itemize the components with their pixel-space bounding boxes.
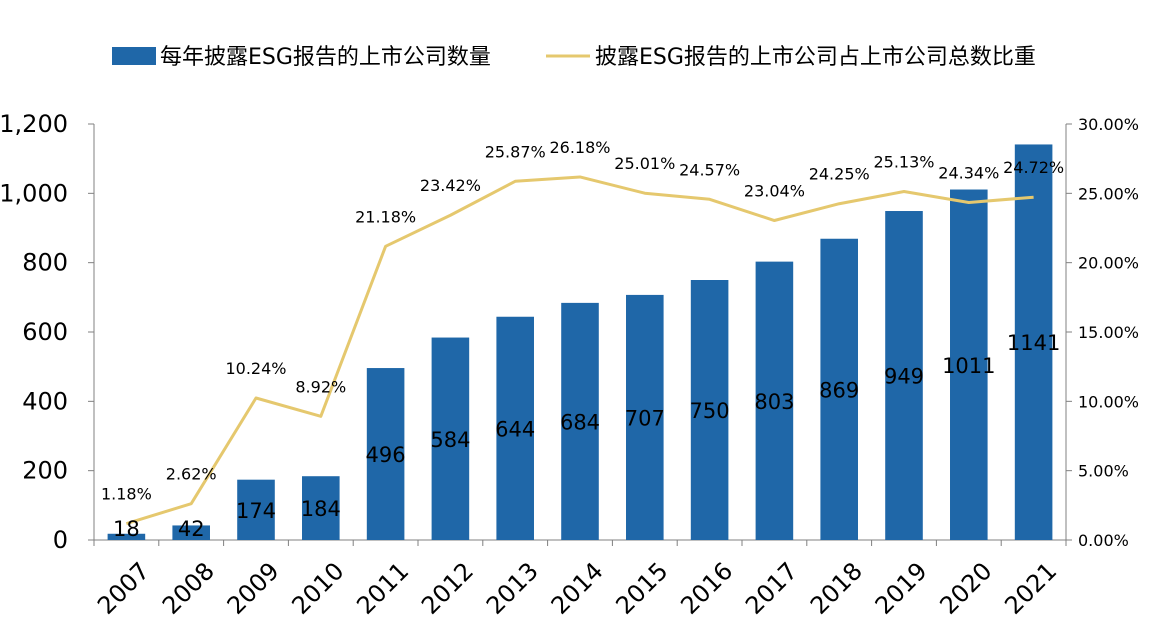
bar-value-label: 42	[178, 517, 205, 541]
line-value-label: 24.25%	[809, 165, 870, 184]
legend-bar-label: 每年披露ESG报告的上市公司数量	[160, 45, 491, 70]
bar	[626, 294, 664, 540]
x-tick-label: 2012	[416, 557, 479, 620]
left-tick-label: 1,200	[0, 110, 68, 138]
bar	[1014, 144, 1053, 540]
line-value-label: 24.34%	[938, 163, 999, 182]
bar-value-label: 1141	[1007, 331, 1060, 355]
line-value-label: 25.13%	[873, 153, 934, 172]
line-value-label: 26.18%	[549, 138, 610, 157]
bars-series	[107, 144, 1053, 540]
left-tick-label: 0	[53, 526, 68, 554]
right-tick-label: 10.00%	[1078, 392, 1139, 411]
line-value-label: 24.57%	[679, 160, 740, 179]
bar	[950, 189, 988, 540]
left-tick-label: 800	[22, 249, 68, 277]
left-tick-label: 1,000	[0, 179, 68, 207]
x-tick-label: 2007	[92, 557, 155, 620]
bar-value-label: 684	[560, 410, 600, 434]
bar	[561, 302, 599, 540]
bar	[496, 316, 534, 540]
right-tick-label: 0.00%	[1078, 531, 1129, 550]
bar	[690, 280, 729, 540]
bar	[755, 261, 794, 540]
bar-value-label: 1011	[942, 354, 995, 378]
right-tick-label: 20.00%	[1078, 254, 1139, 273]
bar-value-label: 18	[113, 517, 140, 541]
left-tick-label: 400	[22, 387, 68, 415]
line-series	[125, 175, 1034, 526]
x-tick-label: 2015	[610, 557, 673, 620]
legend-line-label: 披露ESG报告的上市公司占上市公司总数比重	[595, 45, 1036, 70]
x-tick-label: 2010	[286, 557, 349, 620]
x-tick-label: 2008	[157, 557, 220, 620]
bar-value-label: 644	[495, 417, 535, 441]
line-value-label: 24.72%	[1003, 158, 1064, 177]
line-value-label: 25.87%	[485, 142, 546, 161]
bar-value-label: 584	[430, 428, 470, 452]
right-tick-label: 25.00%	[1078, 184, 1139, 203]
x-tick-label: 2013	[481, 557, 544, 620]
x-tick-label: 2016	[675, 557, 738, 620]
bar	[366, 368, 405, 540]
line-value-label: 8.92%	[295, 377, 346, 396]
x-tick-label: 2021	[999, 557, 1062, 620]
bar-value-label: 184	[301, 497, 341, 521]
data-labels: 18 42 174 184 496 584 644 684 707 750 803 869 949 101…	[101, 138, 1064, 541]
bar-value-label: 869	[819, 378, 859, 402]
line-value-label: 21.18%	[355, 207, 416, 226]
left-tick-label: 200	[22, 457, 68, 485]
x-tick-label: 2011	[351, 557, 414, 620]
bar-value-label: 496	[366, 443, 406, 467]
percentage-line	[125, 175, 1034, 526]
legend: 每年披露ESG报告的上市公司数量 披露ESG报告的上市公司占上市公司总数比重	[112, 45, 1036, 70]
x-tick-label: 2009	[222, 557, 285, 620]
line-value-label: 10.24%	[225, 359, 286, 378]
bar-value-label: 750	[690, 399, 730, 423]
bar	[237, 479, 275, 540]
bar-value-label: 707	[625, 406, 665, 430]
x-tick-label: 2018	[805, 557, 868, 620]
bar-value-label: 803	[754, 390, 794, 414]
line-value-label: 23.42%	[420, 176, 481, 195]
bar-value-label: 949	[884, 365, 924, 389]
left-tick-label: 600	[22, 318, 68, 346]
line-value-label: 2.62%	[166, 465, 217, 484]
bar	[885, 211, 923, 540]
line-value-label: 25.01%	[614, 154, 675, 173]
bar	[107, 533, 146, 540]
right-tick-label: 5.00%	[1078, 462, 1129, 481]
bar	[431, 337, 470, 540]
x-tick-label: 2020	[934, 557, 997, 620]
x-tick-label: 2019	[870, 557, 933, 620]
right-tick-label: 15.00%	[1078, 323, 1139, 342]
bar	[302, 476, 340, 540]
legend-bar-swatch	[112, 47, 156, 65]
bar	[172, 525, 210, 540]
right-tick-label: 30.00%	[1078, 115, 1139, 134]
x-tick-label: 2017	[740, 557, 803, 620]
bar	[820, 238, 858, 540]
line-value-label: 23.04%	[744, 182, 805, 201]
bar-value-label: 174	[236, 499, 276, 523]
line-value-label: 1.18%	[101, 485, 152, 504]
x-tick-label: 2014	[546, 557, 609, 620]
